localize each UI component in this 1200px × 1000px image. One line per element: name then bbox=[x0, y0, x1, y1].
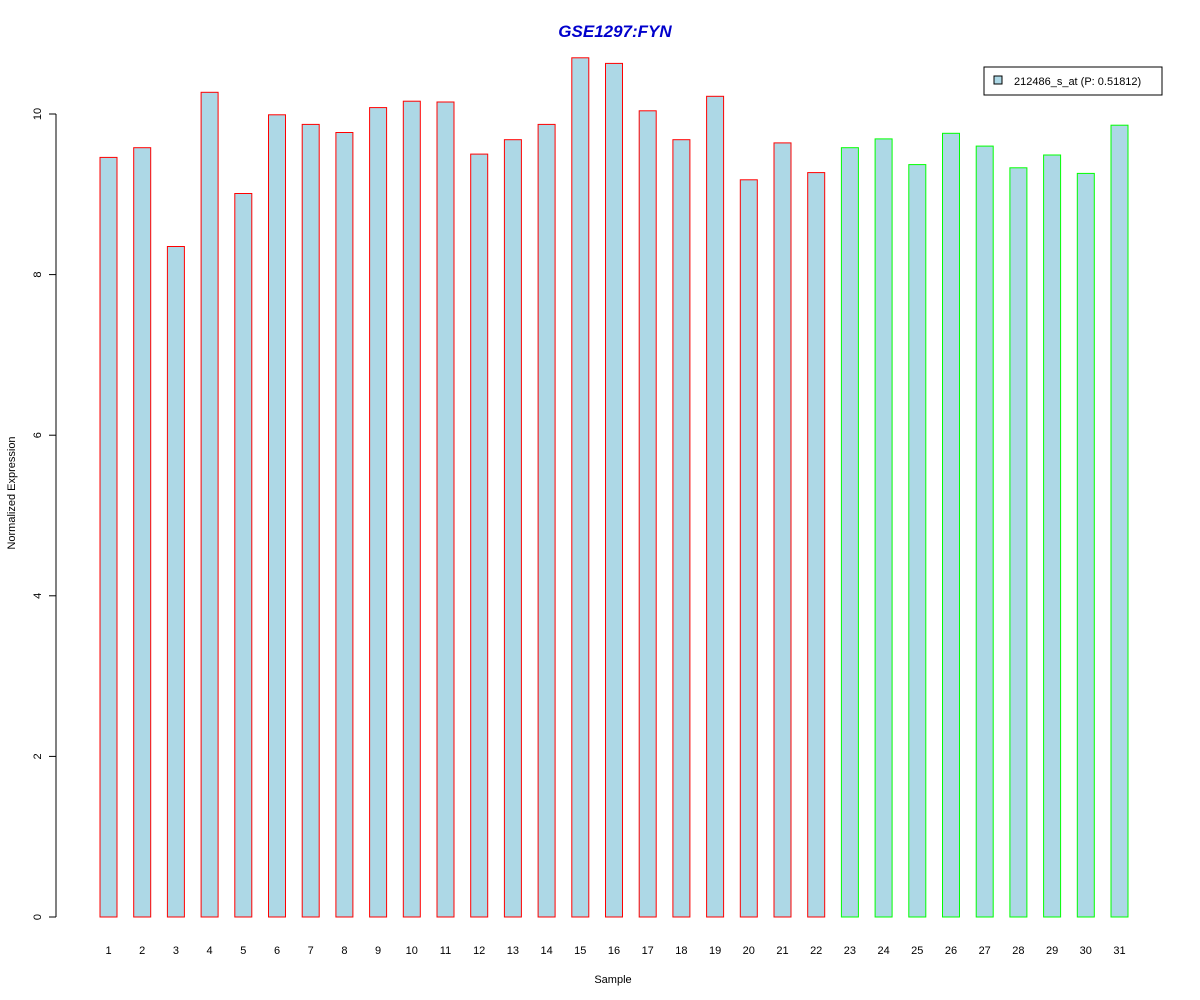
y-axis: 0 2 4 6 8 10 bbox=[32, 108, 57, 920]
bar-sample-15 bbox=[571, 57, 590, 918]
x-tick-label: 24 bbox=[877, 945, 889, 957]
y-tick-label: 10 bbox=[32, 108, 44, 120]
bar-sample-4 bbox=[200, 91, 219, 918]
bar-sample-20 bbox=[739, 179, 758, 918]
bar-sample-16 bbox=[605, 62, 623, 918]
x-tick-label: 19 bbox=[709, 945, 721, 957]
x-tick-label: 21 bbox=[776, 945, 788, 957]
bar-sample-28 bbox=[1009, 167, 1028, 918]
bar-sample-27 bbox=[975, 145, 994, 918]
x-tick-label: 12 bbox=[473, 945, 485, 957]
bar-sample-24 bbox=[874, 138, 893, 918]
x-tick-label: 2 bbox=[139, 945, 145, 957]
bar-sample-7 bbox=[301, 123, 320, 918]
bar-sample-9 bbox=[369, 107, 388, 918]
bar-sample-18 bbox=[672, 139, 691, 918]
y-tick-label: 4 bbox=[32, 593, 44, 599]
x-tick-label: 1 bbox=[105, 945, 111, 957]
bars bbox=[99, 57, 1129, 918]
bar-sample-22 bbox=[807, 172, 826, 918]
x-tick-label: 6 bbox=[274, 945, 280, 957]
legend-swatch bbox=[993, 75, 1003, 85]
bar-sample-13 bbox=[503, 139, 522, 918]
bar-sample-19 bbox=[706, 95, 725, 918]
legend: 212486_s_at (P: 0.51812) bbox=[983, 66, 1163, 96]
x-tick-label: 8 bbox=[341, 945, 347, 957]
bar-sample-3 bbox=[166, 246, 185, 918]
x-tick-label: 13 bbox=[507, 945, 519, 957]
legend-box bbox=[983, 66, 1163, 96]
y-tick-label: 0 bbox=[32, 914, 44, 920]
x-tick-label: 27 bbox=[979, 945, 991, 957]
x-tick-label: 20 bbox=[743, 945, 755, 957]
bar-sample-12 bbox=[470, 153, 489, 918]
x-tick-label: 14 bbox=[540, 945, 552, 957]
x-tick-label: 23 bbox=[844, 945, 856, 957]
x-tick-label: 5 bbox=[240, 945, 246, 957]
x-axis-label: Sample bbox=[594, 974, 631, 986]
x-tick-label: 31 bbox=[1113, 945, 1125, 957]
x-tick-label: 18 bbox=[675, 945, 687, 957]
y-tick-label: 2 bbox=[32, 753, 44, 759]
x-tick-label: 11 bbox=[440, 945, 451, 957]
x-tick-label: 22 bbox=[810, 945, 822, 957]
y-tick-label: 8 bbox=[32, 272, 44, 278]
legend-label: 212486_s_at (P: 0.51812) bbox=[1014, 76, 1141, 88]
bar-sample-14 bbox=[537, 123, 556, 918]
bar-sample-10 bbox=[402, 100, 421, 918]
x-tick-label: 3 bbox=[173, 945, 179, 957]
x-tick-label: 26 bbox=[945, 945, 957, 957]
bar-sample-17 bbox=[638, 110, 657, 918]
x-tick-label: 17 bbox=[642, 945, 654, 957]
bar-sample-6 bbox=[268, 114, 286, 918]
bar-sample-1 bbox=[99, 156, 118, 918]
bar-sample-25 bbox=[908, 164, 927, 918]
bar-sample-5 bbox=[234, 193, 253, 918]
x-tick-label: 9 bbox=[375, 945, 381, 957]
bar-sample-11 bbox=[436, 101, 455, 918]
x-tick-label: 7 bbox=[308, 945, 314, 957]
x-tick-label: 28 bbox=[1012, 945, 1024, 957]
x-tick-label: 30 bbox=[1080, 945, 1092, 957]
bar-sample-21 bbox=[773, 142, 792, 918]
y-tick-label: 6 bbox=[32, 432, 44, 438]
bar-sample-26 bbox=[942, 132, 960, 918]
x-tick-labels: 1 2 3 4 5 6 7 8 9 10 11 12 13 14 15 16 17 18 19 20 21 22 23 24 2… bbox=[105, 945, 1125, 957]
x-tick-label: 15 bbox=[574, 945, 586, 957]
y-axis-label: Normalized Expression bbox=[6, 436, 18, 549]
bar-sample-23 bbox=[840, 147, 859, 918]
bar-sample-8 bbox=[335, 132, 354, 918]
x-tick-label: 16 bbox=[608, 945, 620, 957]
x-tick-label: 29 bbox=[1046, 945, 1058, 957]
bar-sample-29 bbox=[1043, 154, 1062, 918]
x-tick-label: 25 bbox=[911, 945, 923, 957]
chart-title: GSE1297:FYN bbox=[558, 22, 672, 41]
bar-sample-30 bbox=[1076, 172, 1095, 918]
bar-sample-31 bbox=[1110, 124, 1129, 918]
x-tick-label: 10 bbox=[406, 945, 418, 957]
bar-sample-2 bbox=[133, 147, 152, 918]
x-tick-label: 4 bbox=[207, 945, 213, 957]
